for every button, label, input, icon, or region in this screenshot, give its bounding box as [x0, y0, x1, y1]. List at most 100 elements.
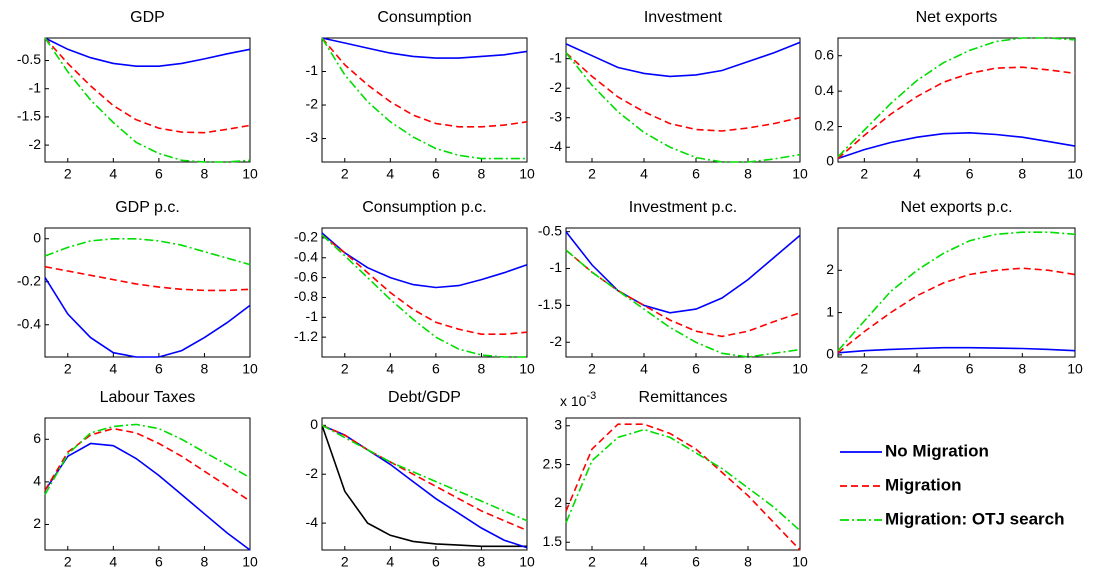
series-line [44, 276, 251, 358]
x-tick-label: 4 [640, 554, 648, 570]
x-tick-label: 8 [1018, 166, 1026, 182]
x-tick-label: 10 [242, 361, 258, 377]
subplot: 2 4 6 8 10 -2 -1.5 -1 -0.5 GDP [17, 9, 258, 181]
axes-box [321, 417, 528, 551]
series-line [44, 427, 251, 502]
y-tick-label: -1 [550, 259, 563, 275]
series-line [321, 37, 528, 59]
y-tick-label: 0.2 [815, 117, 835, 133]
multiplier-exponent: -3 [586, 390, 596, 402]
x-tick-label: 4 [640, 361, 648, 377]
series-line [44, 238, 251, 266]
x-tick-label: 6 [155, 361, 163, 377]
y-tick-label: -0.5 [17, 51, 41, 67]
y-tick-label: -1 [29, 79, 42, 95]
subplot-title: Investment p.c. [629, 199, 738, 216]
y-multiplier: x 10-3 [560, 390, 596, 409]
x-tick-label: 6 [692, 361, 700, 377]
y-tick-label: 6 [33, 430, 41, 446]
y-tick-label: 2 [554, 494, 562, 510]
subplot-title: Net exports p.c. [900, 199, 1012, 216]
y-tick-label: 0 [826, 153, 834, 169]
series-line [321, 234, 527, 358]
x-tick-label: 10 [1067, 166, 1083, 182]
x-tick-label: 4 [109, 166, 117, 182]
subplot-title: Net exports [916, 9, 998, 26]
x-tick-label: 4 [913, 361, 921, 377]
series-line [565, 231, 801, 314]
axes-box [837, 37, 1076, 163]
y-tick-label: 0.6 [815, 46, 835, 62]
y-tick-label: -0.6 [294, 268, 318, 284]
legend: No Migration Migration Migration: OTJ sear… [840, 441, 1064, 528]
series-line [44, 442, 251, 551]
series-line [321, 424, 528, 532]
x-tick-label: 6 [155, 166, 163, 182]
y-tick-label: -0.2 [294, 229, 318, 245]
x-tick-label: 2 [588, 166, 596, 182]
x-tick-label: 10 [792, 554, 808, 570]
x-tick-label: 2 [64, 554, 72, 570]
series-line [837, 37, 1076, 158]
subplot-title: GDP [130, 9, 165, 26]
y-tick-label: -3 [550, 108, 563, 124]
x-tick-label: 6 [432, 554, 440, 570]
subplot-title: Consumption [377, 9, 471, 26]
x-tick-label: 8 [201, 554, 209, 570]
y-tick-label: -4 [550, 138, 563, 154]
series-line [44, 265, 251, 292]
subplot-title: Remittances [639, 389, 728, 406]
series-line [837, 346, 1076, 354]
subplot: 2 4 6 8 10 -0.4 -0.2 0 GDP p.c. [17, 199, 258, 376]
series-line [321, 234, 528, 335]
series-line [565, 428, 801, 532]
subplot: 2 4 6 8 10 -1.2 -1 -0.8 -0.6 -0.4 -0.2 Consumption … [294, 199, 535, 376]
series-line [565, 423, 801, 551]
legend-label: Migration: OTJ search [885, 509, 1064, 528]
axes-box [321, 227, 528, 358]
x-tick-label: 2 [588, 361, 596, 377]
legend-label: No Migration [885, 441, 989, 460]
y-tick-label: -0.2 [17, 272, 41, 288]
y-tick-label: -3 [306, 129, 319, 145]
series-line [565, 52, 801, 163]
x-tick-label: 10 [519, 361, 535, 377]
y-tick-label: -0.4 [17, 315, 41, 331]
series-line [321, 424, 528, 522]
x-tick-label: 4 [386, 554, 394, 570]
series-line [837, 131, 1076, 160]
x-tick-label: 2 [64, 361, 72, 377]
y-tick-label: -0.5 [538, 222, 562, 238]
axes-box [565, 227, 801, 358]
subplot: 2 4 6 8 10 2 4 6 Labour Taxes [33, 389, 258, 569]
y-tick-label: -4 [306, 514, 319, 530]
x-tick-label: 6 [692, 554, 700, 570]
x-tick-label: 10 [519, 166, 535, 182]
y-tick-label: 1.5 [543, 533, 563, 549]
x-tick-label: 4 [913, 166, 921, 182]
subplot: 2 4 6 8 10 0 0.2 0.4 0.6 Net exports [815, 9, 1083, 181]
x-tick-label: 10 [1067, 361, 1083, 377]
y-tick-label: 2.5 [543, 455, 563, 471]
x-tick-label: 2 [341, 361, 349, 377]
y-tick-label: -2 [550, 333, 563, 349]
legend-label: Migration [885, 475, 962, 494]
x-tick-label: 8 [201, 166, 209, 182]
subplot-title: Debt/GDP [388, 389, 461, 406]
x-tick-label: 2 [588, 554, 596, 570]
y-tick-label: -1 [550, 49, 563, 65]
x-tick-label: 10 [792, 361, 808, 377]
series-line [321, 37, 528, 128]
x-tick-label: 6 [966, 166, 974, 182]
x-tick-label: 8 [478, 166, 486, 182]
x-tick-label: 10 [519, 554, 535, 570]
series-line [837, 231, 1076, 352]
y-tick-label: -2 [306, 96, 319, 112]
y-tick-label: 2 [826, 261, 834, 277]
x-tick-label: 10 [242, 554, 258, 570]
y-tick-label: -1 [306, 62, 319, 78]
x-tick-label: 2 [341, 554, 349, 570]
y-tick-label: 3 [554, 416, 562, 432]
x-tick-label: 2 [860, 166, 868, 182]
